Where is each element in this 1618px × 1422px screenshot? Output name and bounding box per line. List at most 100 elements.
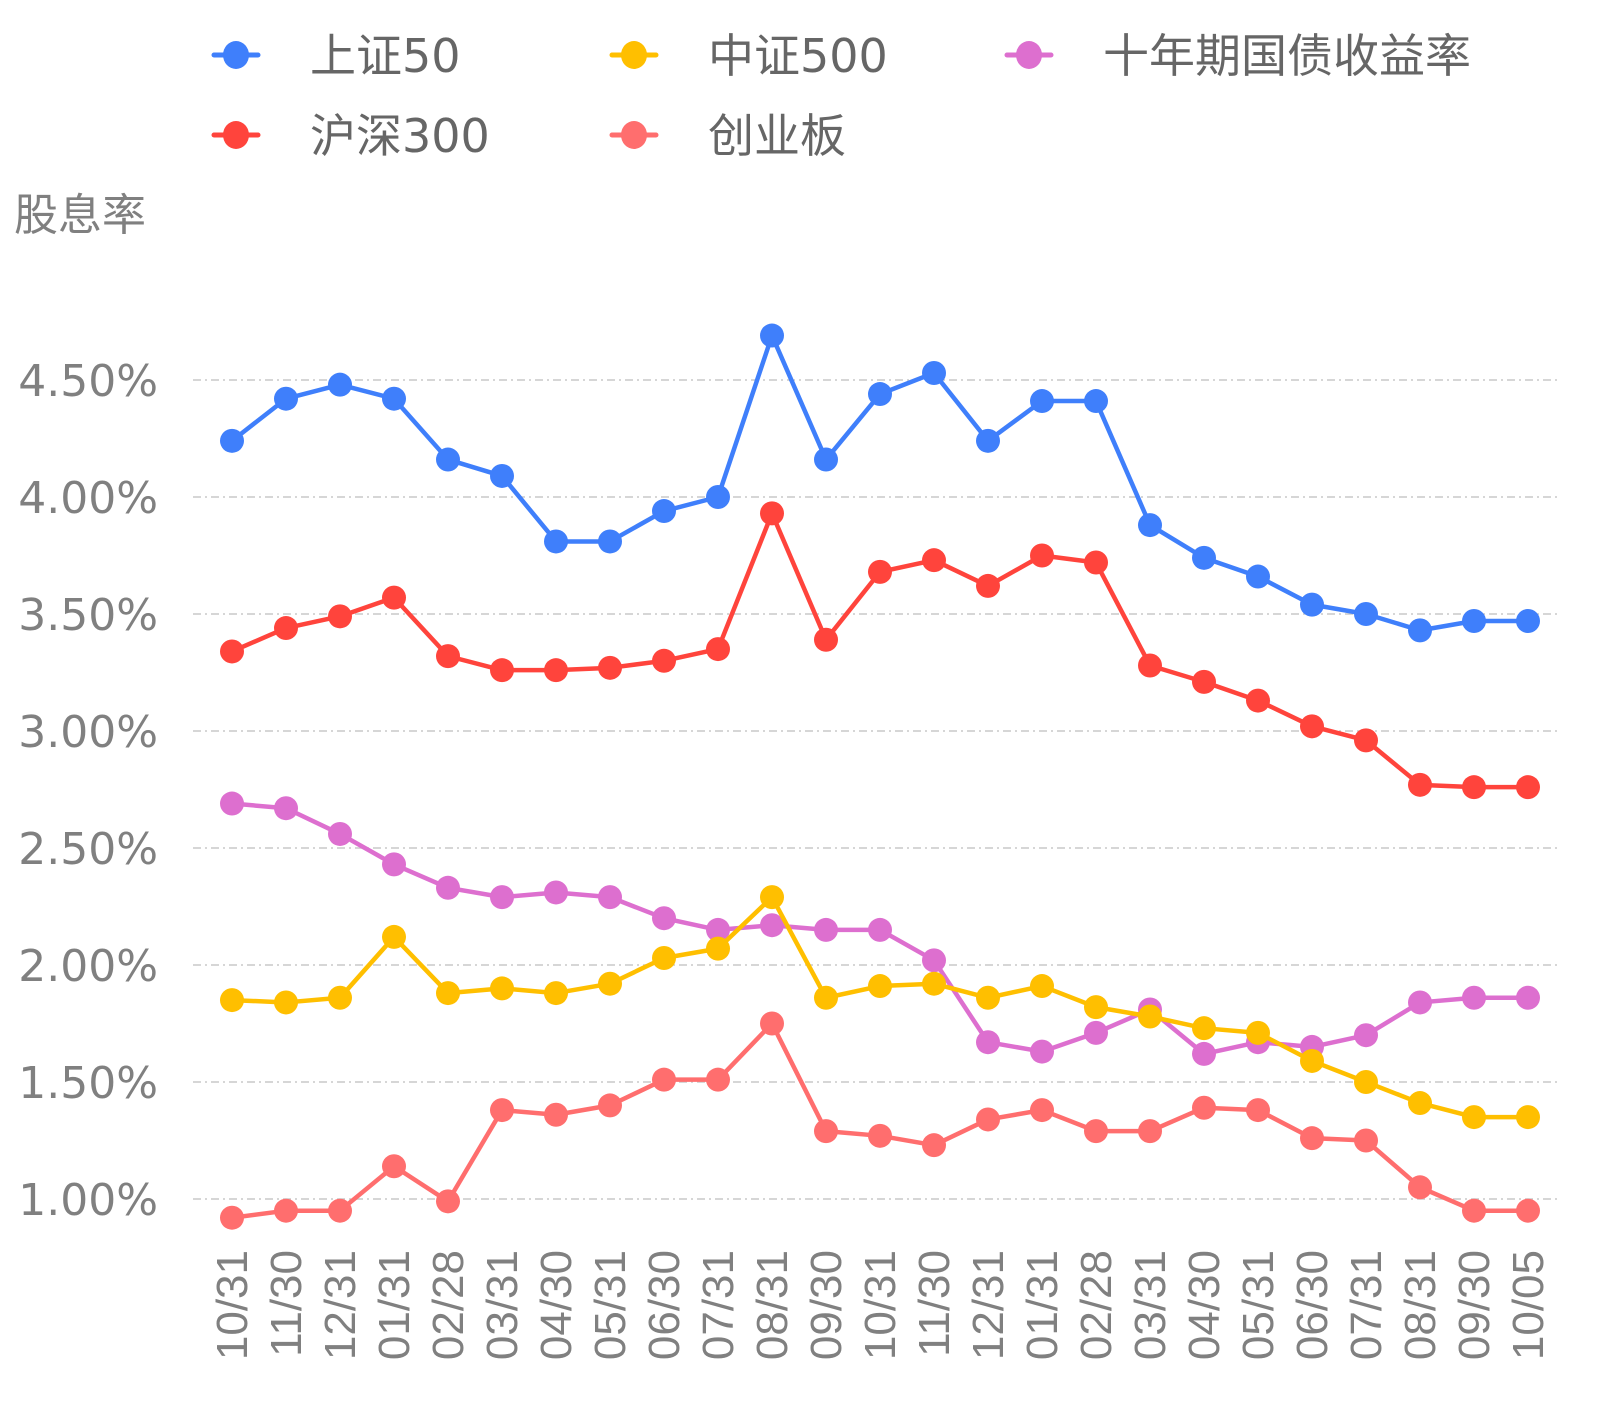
data-point [652, 499, 676, 524]
data-point [1300, 1048, 1324, 1073]
y-tick-label: 1.00% [18, 1175, 158, 1226]
data-point [1084, 1020, 1108, 1045]
data-point [382, 585, 406, 610]
data-point [544, 529, 568, 554]
data-point [1192, 1041, 1216, 1066]
data-point [976, 573, 1000, 598]
data-point [490, 976, 514, 1001]
x-tick-label: 11/30 [262, 1250, 311, 1357]
x-tick-label: 07/31 [1342, 1250, 1391, 1360]
data-point [1030, 974, 1054, 999]
data-point [1246, 564, 1270, 589]
data-point [1138, 1119, 1162, 1144]
legend-item[interactable]: 十年期国债收益率 [1004, 29, 1471, 83]
data-point [652, 1067, 676, 1092]
x-tick-label: 11/30 [910, 1250, 959, 1357]
data-point [868, 974, 892, 999]
data-point [436, 644, 460, 669]
data-point [814, 627, 838, 652]
data-point [1084, 1119, 1108, 1144]
data-point [274, 1198, 298, 1223]
data-point [1192, 669, 1216, 694]
legend-item[interactable]: 沪深300 [211, 109, 490, 163]
data-point [328, 372, 352, 397]
data-point [1084, 550, 1108, 575]
data-point [382, 1154, 406, 1179]
data-point [274, 796, 298, 821]
data-point [706, 637, 730, 662]
x-tick-label: 01/31 [1018, 1250, 1067, 1360]
data-point [706, 917, 730, 942]
data-point [1516, 1105, 1540, 1130]
x-tick-label: 05/31 [1234, 1250, 1283, 1360]
data-point [976, 985, 1000, 1010]
data-point [1462, 1198, 1486, 1223]
x-tick-label: 04/30 [1180, 1250, 1229, 1360]
data-point [436, 981, 460, 1006]
legend-label: 上证50 [310, 29, 461, 83]
y-tick-label: 3.50% [18, 590, 158, 641]
data-point [274, 386, 298, 411]
data-point [544, 658, 568, 683]
data-point [1138, 653, 1162, 678]
data-point [976, 1030, 1000, 1055]
data-point [1030, 1039, 1054, 1064]
data-point [1246, 688, 1270, 713]
data-point [1138, 1004, 1162, 1029]
legend-marker-icon [1016, 41, 1042, 69]
data-point [220, 791, 244, 816]
data-point [328, 985, 352, 1010]
legend-marker-icon [223, 41, 249, 69]
legend[interactable]: 上证50 沪深300 中证500 创业板 十年期国债收益率 [211, 29, 1471, 163]
data-point [760, 323, 784, 348]
series-0 [220, 323, 1540, 643]
x-axis: 10/31 11/30 12/31 01/31 02/28 03/31 04/30 05/31… [208, 1250, 1553, 1360]
data-point [598, 971, 622, 996]
data-point [1300, 714, 1324, 739]
data-point [220, 639, 244, 664]
data-point [436, 447, 460, 472]
data-point [490, 463, 514, 488]
legend-item[interactable]: 中证500 [609, 29, 888, 83]
legend-label: 中证500 [708, 29, 888, 83]
data-point [328, 1198, 352, 1223]
series-2 [220, 885, 1540, 1130]
data-point [436, 875, 460, 900]
x-tick-label: 08/31 [1396, 1250, 1445, 1360]
legend-marker-icon [621, 41, 647, 69]
data-point [1516, 1198, 1540, 1223]
data-point [490, 885, 514, 910]
data-point [706, 1067, 730, 1092]
legend-item[interactable]: 创业板 [609, 109, 846, 163]
x-tick-label: 12/31 [964, 1250, 1013, 1360]
x-tick-label: 10/31 [856, 1250, 905, 1360]
x-tick-label: 05/31 [586, 1250, 635, 1360]
data-point [1462, 775, 1486, 800]
data-point [976, 1107, 1000, 1132]
data-point [1354, 1023, 1378, 1048]
legend-item[interactable]: 上证50 [211, 29, 461, 83]
data-point [382, 386, 406, 411]
x-tick-label: 08/31 [748, 1250, 797, 1360]
legend-label: 创业板 [708, 109, 846, 163]
data-point [814, 917, 838, 942]
data-point [760, 885, 784, 910]
data-point [976, 428, 1000, 453]
data-point [760, 913, 784, 938]
data-point [868, 559, 892, 584]
data-point [814, 447, 838, 472]
x-tick-label: 10/05 [1504, 1250, 1553, 1360]
data-point [922, 548, 946, 573]
data-point [1354, 1070, 1378, 1094]
y-axis-title: 股息率 [14, 190, 146, 241]
x-tick-label: 03/31 [1126, 1250, 1175, 1360]
data-point [1084, 389, 1108, 414]
data-point [1516, 775, 1540, 800]
data-point [868, 382, 892, 407]
series-lines [220, 323, 1540, 1230]
data-point [922, 948, 946, 973]
x-tick-label: 09/30 [1450, 1250, 1499, 1360]
y-tick-label: 1.50% [18, 1058, 158, 1109]
data-point [1030, 1098, 1054, 1123]
